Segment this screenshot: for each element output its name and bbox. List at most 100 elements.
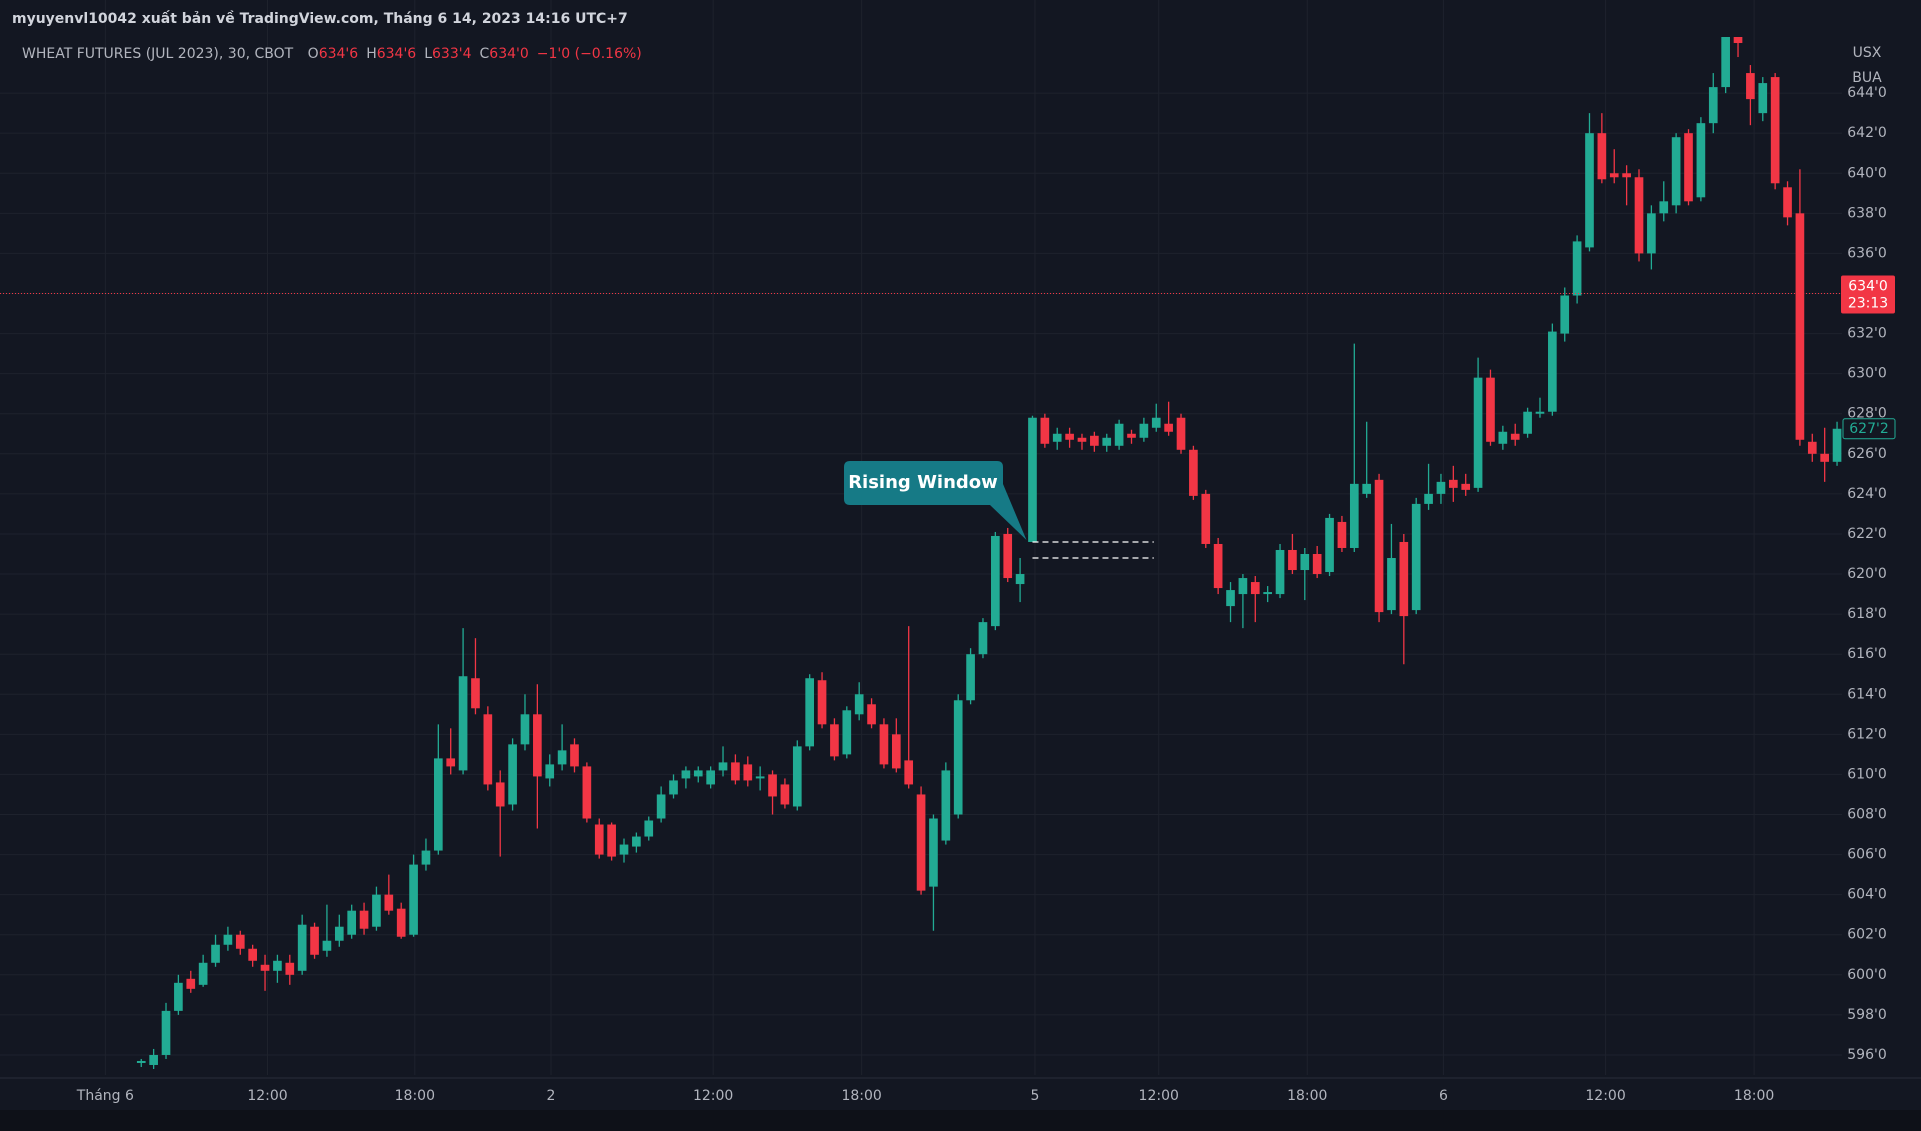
legend-value: 634'0 <box>489 46 528 62</box>
candle-body <box>1684 133 1693 202</box>
candle-body <box>211 944 220 963</box>
y-tick-label: 600'0 <box>1847 967 1886 983</box>
candle-body <box>644 820 654 837</box>
y-tick-label: 622'0 <box>1847 526 1886 542</box>
candle-body <box>966 654 975 701</box>
candle-body <box>1473 377 1483 488</box>
candle-body <box>1424 493 1433 504</box>
y-tick-label: 616'0 <box>1847 646 1886 662</box>
y-tick-label: 606'0 <box>1847 847 1886 863</box>
legend-value: 634'6 <box>319 46 359 62</box>
candle-body <box>1312 553 1322 575</box>
candle-body <box>149 1054 158 1065</box>
y-tick-label: 630'0 <box>1847 366 1886 382</box>
candle-body <box>1758 83 1768 114</box>
candle-body <box>1622 173 1631 178</box>
candle-body <box>297 924 307 971</box>
grid <box>0 0 1921 1079</box>
candle-body <box>136 1060 146 1063</box>
candle-body <box>508 744 517 805</box>
candle-body <box>1139 423 1149 438</box>
candle-body <box>322 940 332 951</box>
x-tick-label: 18:00 <box>1287 1088 1327 1104</box>
legend: WHEAT FUTURES (JUL 2023), 30, CBOT O634'… <box>22 46 642 62</box>
callout-text: Rising Window <box>848 472 998 493</box>
callout <box>844 461 1027 540</box>
x-tick-label: 18:00 <box>841 1088 881 1104</box>
x-tick-label: 12:00 <box>1585 1088 1625 1104</box>
candle-body <box>582 766 592 819</box>
candle-body <box>372 894 381 927</box>
candle-body <box>310 926 319 955</box>
footer-band <box>0 1110 1921 1131</box>
candle-body <box>953 700 963 815</box>
candle-body <box>669 780 678 795</box>
candle-body <box>891 734 901 769</box>
candle-body <box>557 750 567 765</box>
candle-body <box>755 776 765 779</box>
candle-body <box>1535 411 1545 414</box>
candle-body <box>1411 503 1421 611</box>
y-tick-label: 620'0 <box>1847 566 1886 582</box>
y-tick-label: 596'0 <box>1847 1047 1886 1063</box>
candle-body <box>458 676 468 771</box>
y-tick-label: 638'0 <box>1847 205 1886 221</box>
candle-body <box>1189 449 1198 496</box>
candle-body <box>607 824 616 857</box>
candle-body <box>1263 592 1272 595</box>
candle-body <box>161 1010 171 1055</box>
candle-body <box>1548 331 1557 412</box>
candle-body <box>1052 433 1062 442</box>
candle-body <box>545 764 555 779</box>
candle-body <box>198 962 208 985</box>
candle-body <box>248 948 257 961</box>
candle-body <box>718 762 728 771</box>
candle-body <box>1374 479 1384 613</box>
candle-body <box>706 770 715 785</box>
candle-body <box>446 758 456 767</box>
candle-body <box>421 850 431 865</box>
candle-body <box>1213 543 1223 589</box>
candle-body <box>1077 437 1087 442</box>
candle-body <box>186 978 196 989</box>
candle-body <box>594 824 604 855</box>
y-tick-label: 644'0 <box>1847 85 1886 101</box>
candle-body <box>941 770 951 841</box>
candle-body <box>1201 493 1211 544</box>
candle-body <box>1164 423 1173 432</box>
candle-body <box>1770 77 1780 184</box>
candle-body <box>1708 87 1718 124</box>
y-tick-label: 604'0 <box>1847 887 1886 903</box>
candle-body <box>780 784 790 805</box>
y-tick-label: 640'0 <box>1847 165 1886 181</box>
candle-body <box>1671 137 1681 206</box>
candle-body <box>1127 433 1136 438</box>
y-tick-label: 598'0 <box>1847 1007 1886 1023</box>
candle-body <box>1151 417 1161 428</box>
candle-body <box>1349 483 1359 548</box>
candle-body <box>1820 453 1830 462</box>
candle-body <box>1647 213 1656 254</box>
y-tick-label: 602'0 <box>1847 927 1886 943</box>
candle-body <box>174 982 183 1011</box>
candle-body <box>1325 517 1334 573</box>
candle-body <box>1300 553 1310 571</box>
candle-body <box>978 622 988 655</box>
candle-body <box>1609 173 1619 178</box>
candle-body <box>656 794 666 819</box>
candle-body <box>916 794 926 891</box>
candle-body <box>632 836 641 847</box>
candle-body <box>1746 73 1755 100</box>
candle-body <box>409 864 418 935</box>
legend-value: 634'6 <box>377 46 417 62</box>
candle-body <box>842 710 852 755</box>
candle-body <box>1065 433 1074 440</box>
candle-body <box>854 694 864 715</box>
x-tick-label: 18:00 <box>395 1088 435 1104</box>
candle-body <box>1226 590 1235 607</box>
candle-body <box>1498 431 1508 444</box>
last-close-box <box>1842 418 1896 440</box>
legend-change: −1'0 (−0.16%) <box>537 46 642 62</box>
candle-body <box>1510 433 1520 440</box>
